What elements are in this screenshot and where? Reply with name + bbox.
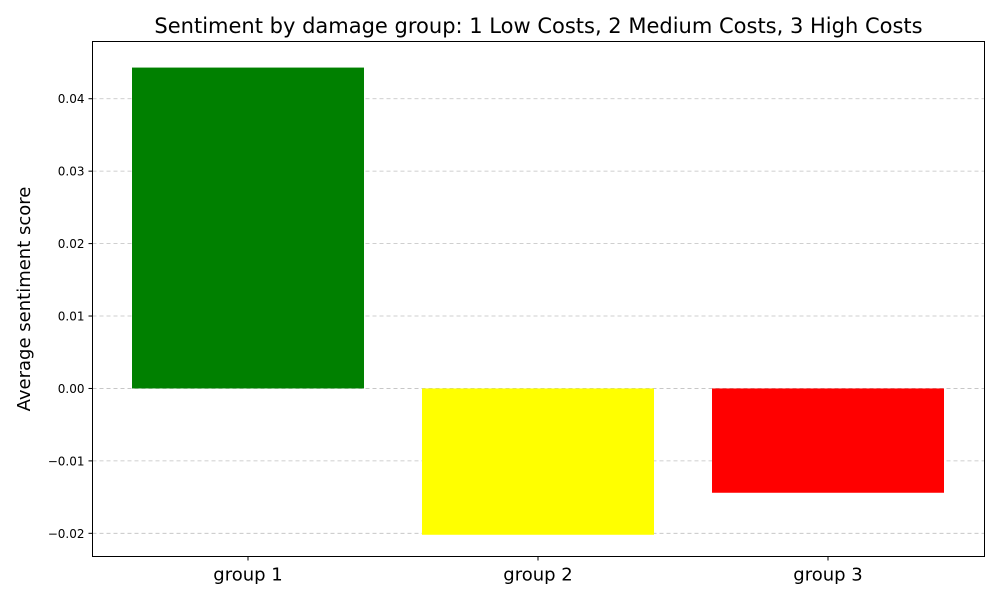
x-tick-label: group 3 [793,565,862,586]
y-axis-label: Average sentiment score [14,187,35,412]
y-tick-label: 0.01 [58,310,85,324]
y-tick-label: −0.02 [48,527,85,541]
x-tick-label: group 1 [213,565,282,586]
plot-frame [92,41,985,557]
bars [132,67,944,535]
y-tick-label: 0.04 [58,92,85,106]
x-tick-label: group 2 [503,565,572,586]
y-tick-label: 0.00 [58,382,85,396]
bar-group-3 [712,388,944,493]
y-tick-label: 0.02 [58,237,85,251]
bar-group-2 [422,388,654,535]
x-axis: group 1 group 2 group 3 [213,556,863,586]
y-axis: −0.02 −0.01 0.00 0.01 0.02 0.03 0.04 [48,92,93,541]
y-tick-label: −0.01 [48,454,85,468]
y-tick-label: 0.03 [58,165,85,179]
bar-group-1 [132,67,364,389]
chart-title: Sentiment by damage group: 1 Low Costs, … [154,14,922,38]
